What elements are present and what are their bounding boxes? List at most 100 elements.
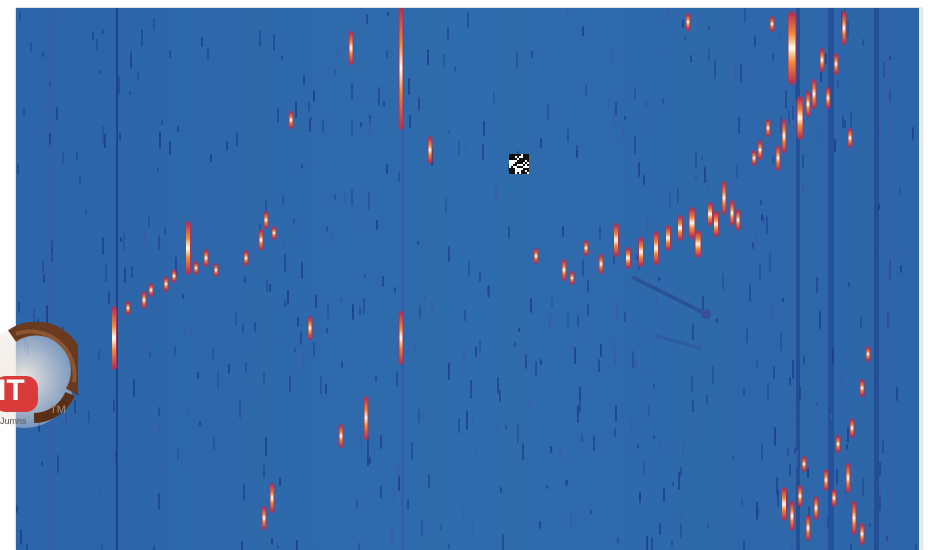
signal-spot <box>769 16 775 32</box>
noise-dash <box>743 541 745 550</box>
noise-dash <box>590 510 592 514</box>
signal-spot <box>185 221 191 275</box>
noise-dash <box>197 372 199 379</box>
qr-cell <box>523 154 525 156</box>
noise-dash <box>418 409 420 423</box>
noise-dash <box>682 441 684 456</box>
noise-dash <box>344 193 346 207</box>
noise-dash <box>62 8 64 25</box>
qr-cell <box>511 158 513 160</box>
noise-dash <box>767 383 769 400</box>
qr-cell <box>527 154 529 156</box>
streak-column <box>401 8 404 550</box>
noise-dash <box>34 129 36 140</box>
qr-cell <box>525 162 527 164</box>
noise-dash <box>424 294 426 301</box>
noise-dash <box>624 116 626 120</box>
noise-dash <box>393 489 395 501</box>
noise-dash <box>104 134 106 148</box>
noise-dash <box>364 274 366 279</box>
qr-cell <box>509 170 511 172</box>
qr-cell <box>513 164 515 166</box>
noise-dash <box>892 257 894 265</box>
noise-dash <box>137 71 139 81</box>
noise-dash <box>772 53 774 61</box>
qr-cell <box>523 172 525 174</box>
noise-dash <box>466 411 468 430</box>
noise-dash <box>796 450 798 467</box>
signal-spot <box>561 259 567 281</box>
noise-dash <box>681 513 683 520</box>
noise-dash <box>411 442 413 460</box>
noise-dash <box>96 39 98 51</box>
noise-dash <box>841 403 843 417</box>
noise-dash <box>773 366 775 379</box>
noise-dash <box>144 229 146 244</box>
noise-dash <box>869 523 871 527</box>
signal-spot <box>805 91 811 117</box>
qr-cell <box>511 172 513 174</box>
qr-cell <box>519 154 521 156</box>
noise-dash <box>282 194 284 206</box>
noise-dash <box>547 103 549 121</box>
noise-dash <box>148 216 150 227</box>
noise-dash <box>600 344 602 357</box>
noise-dash <box>367 452 369 466</box>
noise-dash <box>624 312 626 322</box>
signal-spot <box>811 79 817 109</box>
waterfall-display <box>16 8 922 550</box>
noise-dash <box>517 424 519 443</box>
noise-dash <box>464 310 466 321</box>
noise-dash <box>546 485 548 489</box>
noise-dash <box>613 254 615 265</box>
noise-dash <box>210 154 212 162</box>
noise-dash <box>120 237 122 242</box>
signal-spot <box>775 145 781 171</box>
noise-dash <box>732 455 734 459</box>
noise-dash <box>714 60 716 79</box>
signal-spot <box>813 496 819 520</box>
noise-dash <box>57 455 59 473</box>
noise-dash <box>518 328 520 332</box>
noise-dash <box>896 387 898 401</box>
noise-dash <box>883 62 885 78</box>
signal-spot <box>398 311 404 365</box>
qr-cell <box>521 158 523 160</box>
noise-dash <box>746 327 748 343</box>
noise-dash <box>701 156 703 160</box>
noise-dash <box>447 27 449 40</box>
noise-dash <box>327 303 329 319</box>
noise-dash <box>690 55 692 63</box>
noise-dash <box>589 505 591 509</box>
noise-dash <box>157 168 159 172</box>
noise-dash <box>99 70 101 74</box>
noise-dash <box>508 226 510 239</box>
noise-dash <box>259 30 261 47</box>
noise-dash <box>847 21 849 38</box>
noise-dash <box>207 48 209 59</box>
signal-spot <box>781 487 787 521</box>
noise-dash <box>409 115 411 128</box>
noise-dash <box>368 191 370 210</box>
noise-dash <box>300 332 302 345</box>
qr-cell <box>511 170 513 172</box>
noise-dash <box>495 185 497 201</box>
noise-dash <box>645 102 647 107</box>
noise-dash <box>752 242 754 249</box>
signal-spot <box>735 209 741 231</box>
signal-spot <box>271 226 277 240</box>
noise-dash <box>241 541 243 550</box>
noise-dash <box>479 272 481 282</box>
signal-spot <box>613 223 619 257</box>
noise-dash <box>119 132 121 141</box>
noise-dash <box>850 111 852 128</box>
noise-dash <box>244 276 246 283</box>
noise-dash <box>58 259 60 270</box>
noise-dash <box>468 261 470 277</box>
noise-dash <box>802 183 804 195</box>
noise-dash <box>799 386 801 401</box>
noise-dash <box>265 437 267 456</box>
qr-cell <box>523 164 525 166</box>
noise-dash <box>475 346 477 357</box>
noise-dash <box>158 493 160 510</box>
